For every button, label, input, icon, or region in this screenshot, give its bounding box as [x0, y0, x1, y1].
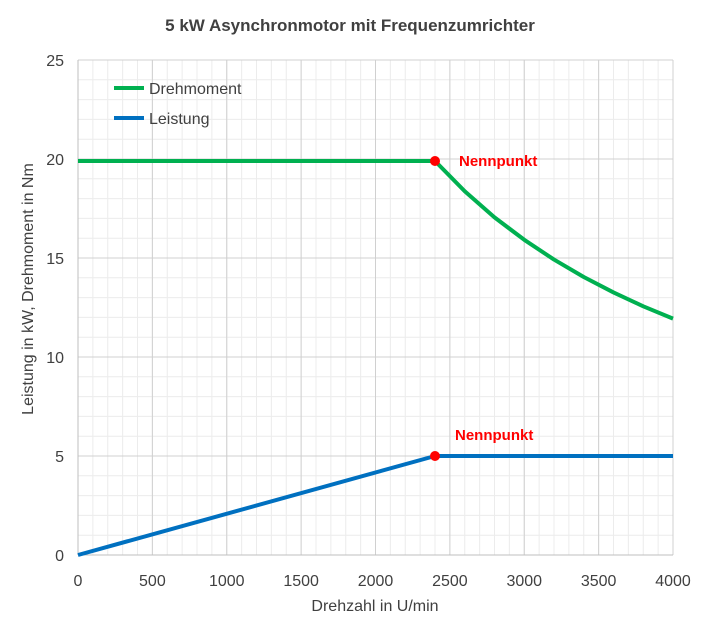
x-tick-labels: 0 500 1000 1500 2000 2500 3000 3500 4000: [74, 573, 691, 590]
x-axis-label: Drehzahl in U/min: [311, 598, 438, 615]
axes: [77, 60, 673, 556]
x-tick-label: 2000: [358, 573, 394, 590]
legend-label-drehmoment: Drehmoment: [149, 81, 242, 98]
nennpunkt-label: Nennpunkt: [459, 153, 537, 170]
nennpunkt-markers: Nennpunkt Nennpunkt: [430, 153, 537, 461]
chart-title: 5 kW Asynchronmotor mit Frequenzumrichte…: [165, 16, 535, 35]
y-tick-label: 25: [46, 53, 64, 70]
x-tick-label: 4000: [655, 573, 691, 590]
y-tick-label: 15: [46, 251, 64, 268]
nennpunkt-marker: [430, 451, 440, 461]
y-tick-label: 10: [46, 350, 64, 367]
legend[interactable]: Drehmoment Leistung: [114, 81, 242, 128]
y-axis-label: Leistung in kW, Drehmoment in Nm: [20, 163, 37, 415]
y-tick-label: 0: [55, 548, 64, 565]
nennpunkt-label: Nennpunkt: [455, 427, 533, 444]
x-tick-label: 500: [139, 573, 166, 590]
x-tick-label: 0: [74, 573, 83, 590]
series-line-drehmoment: [78, 158, 674, 321]
x-tick-label: 3000: [506, 573, 542, 590]
y-tick-label: 20: [46, 152, 64, 169]
x-tick-label: 1000: [209, 573, 245, 590]
legend-label-leistung: Leistung: [149, 111, 210, 128]
x-tick-label: 2500: [432, 573, 468, 590]
y-tick-labels: 0 5 10 15 20 25: [46, 53, 64, 565]
x-tick-label: 1500: [283, 573, 319, 590]
x-tick-label: 3500: [581, 573, 617, 590]
y-tick-label: 5: [55, 449, 64, 466]
nennpunkt-marker: [430, 155, 440, 166]
